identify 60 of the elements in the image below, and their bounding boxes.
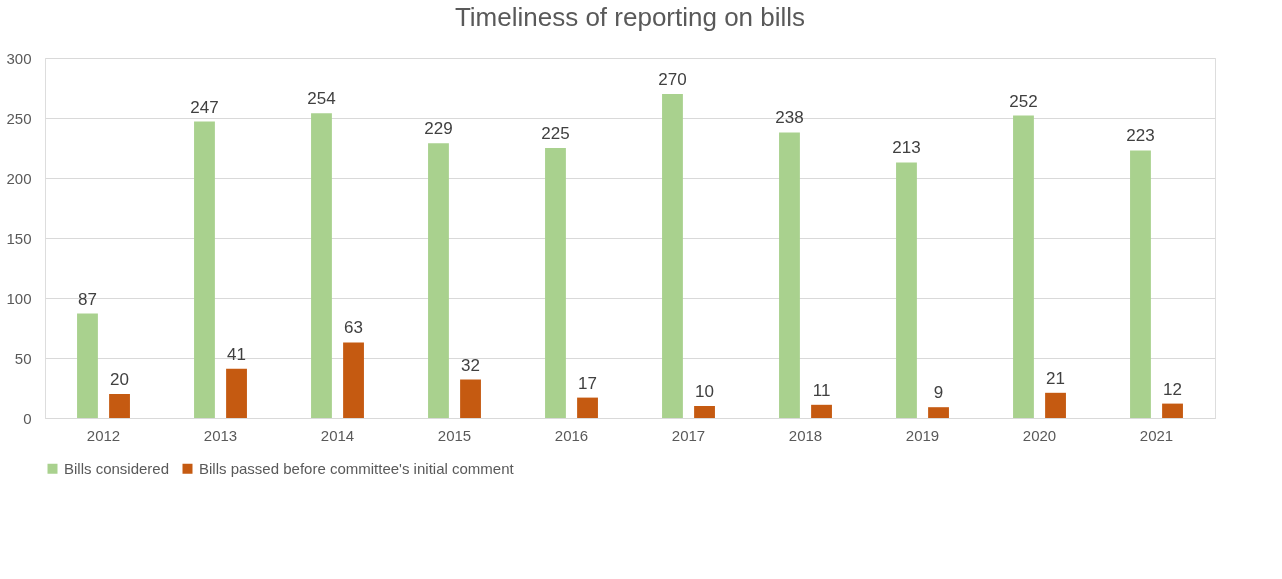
bar	[1045, 392, 1066, 418]
data-label: 225	[541, 124, 570, 143]
bar	[545, 148, 566, 418]
bar	[1162, 403, 1183, 418]
y-tick-label: 0	[23, 409, 32, 427]
data-label: 41	[227, 344, 246, 364]
bar	[226, 368, 247, 418]
x-tick-label: 2021	[1139, 426, 1174, 444]
x-tick-label: 2018	[788, 426, 823, 444]
y-tick-label: 300	[6, 49, 32, 67]
data-label: 20	[110, 370, 129, 389]
bar	[694, 406, 715, 418]
x-tick-label: 2020	[1022, 426, 1057, 444]
y-tick-label: 100	[6, 289, 32, 307]
bar	[811, 404, 832, 418]
data-label: 9	[933, 383, 944, 403]
bar	[928, 407, 949, 418]
bar	[1013, 115, 1034, 418]
x-tick-label: 2015	[437, 426, 472, 444]
data-label: 63	[344, 318, 363, 338]
data-label: 247	[190, 97, 219, 117]
data-label: 229	[424, 119, 453, 139]
data-label: 254	[307, 89, 336, 109]
data-label: 270	[658, 70, 687, 89]
data-label: 12	[1163, 379, 1182, 399]
bar	[896, 162, 917, 418]
y-tick-label: 50	[14, 349, 32, 367]
legend-label: Bills considered	[64, 459, 170, 477]
legend-label: Bills passed before committee's initial comment	[199, 459, 515, 477]
x-tick-label: 2016	[554, 426, 589, 444]
y-tick-label: 250	[6, 109, 32, 127]
data-label: 87	[78, 289, 97, 309]
bar	[662, 94, 683, 418]
data-label: 213	[892, 138, 921, 158]
data-label: 238	[775, 108, 804, 128]
data-label: 21	[1046, 368, 1065, 388]
data-label: 252	[1009, 91, 1038, 111]
data-label: 11	[812, 380, 831, 400]
data-label: 10	[695, 382, 714, 401]
bar	[779, 132, 800, 418]
bar	[343, 342, 364, 418]
bar	[77, 313, 98, 418]
x-tick-label: 2019	[905, 426, 940, 444]
bar	[109, 394, 130, 418]
data-label: 17	[578, 373, 597, 393]
y-tick-label: 200	[6, 169, 32, 187]
bar	[460, 379, 481, 418]
x-tick-label: 2013	[203, 426, 238, 444]
data-label: 223	[1126, 126, 1155, 146]
y-tick-label: 150	[6, 229, 32, 247]
x-tick-label: 2014	[320, 426, 355, 444]
x-tick-label: 2012	[86, 426, 121, 444]
bar	[194, 121, 215, 418]
x-tick-label: 2017	[671, 426, 706, 444]
data-label: 32	[461, 355, 480, 375]
chart-title: Timeliness of reporting on bills	[454, 2, 806, 32]
bar	[428, 143, 449, 418]
bar	[311, 113, 332, 418]
bar	[577, 397, 598, 418]
bar	[1130, 150, 1151, 418]
